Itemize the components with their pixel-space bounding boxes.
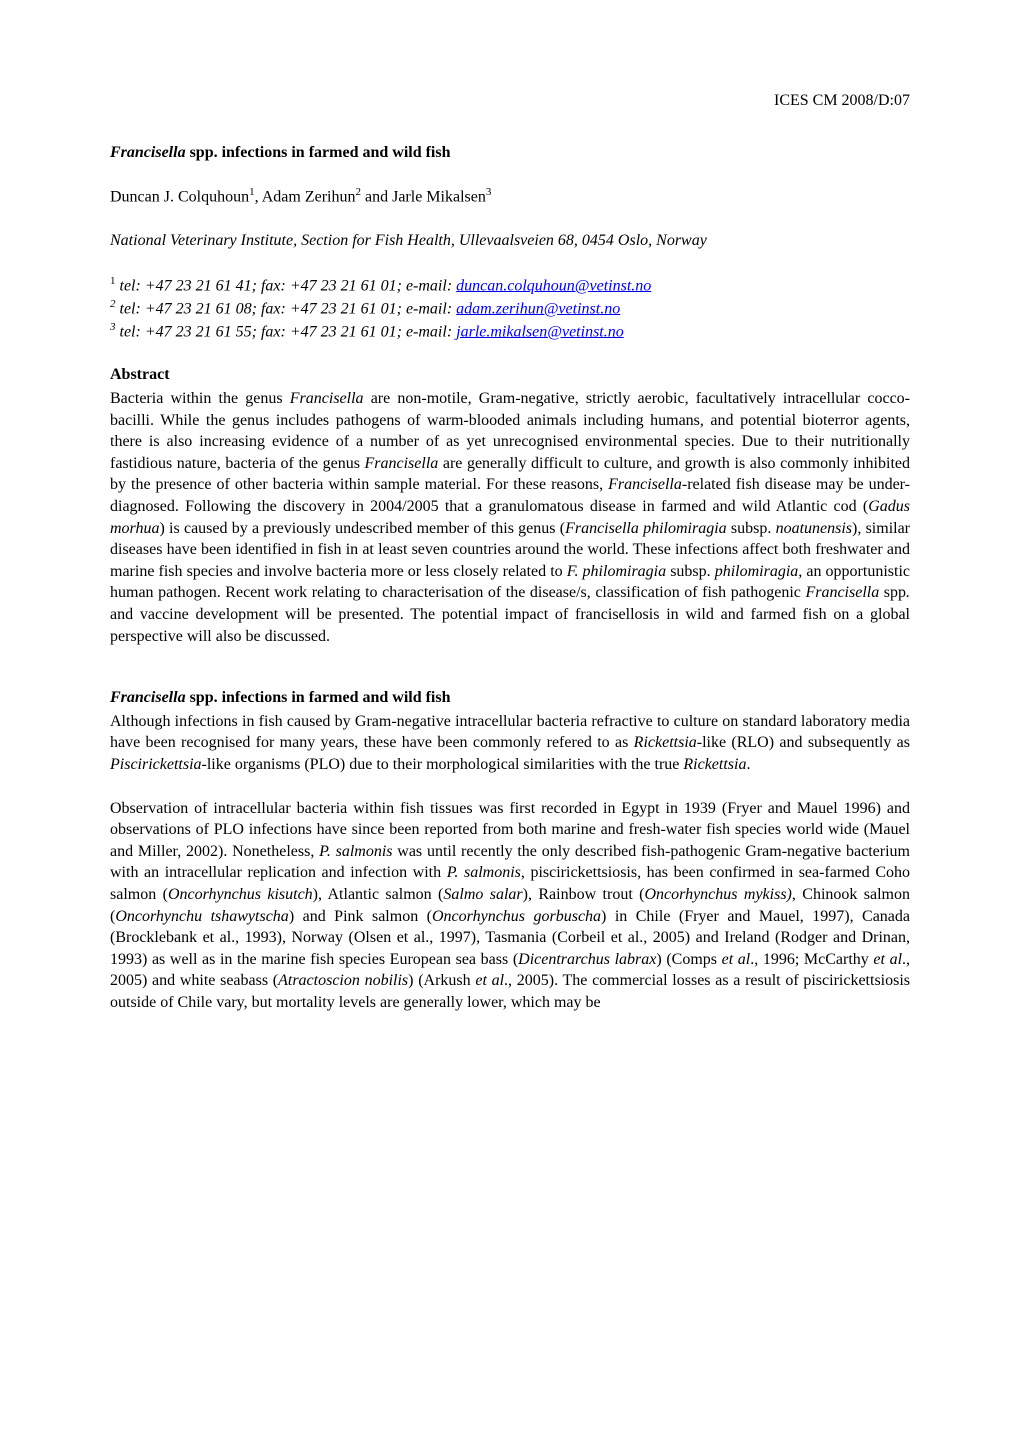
s2p2-t4: ), Atlantic salmon ( bbox=[313, 886, 444, 903]
abstract-text-1: Bacteria within the genus bbox=[110, 390, 290, 407]
abstract-italic-6: noatunensis bbox=[776, 520, 852, 537]
contacts: 1 tel: +47 23 21 61 41; fax: +47 23 21 6… bbox=[110, 274, 910, 343]
s2p2-t9: ) (Comps bbox=[656, 951, 721, 968]
s2p2-i11: Atractoscion nobilis bbox=[278, 972, 408, 989]
s2p2-i6: Oncorhynchu tshawytscha bbox=[115, 908, 288, 925]
abstract-text-6: subsp. bbox=[727, 520, 776, 537]
abstract-heading: Abstract bbox=[110, 364, 910, 386]
author-sep-1: , bbox=[255, 189, 262, 206]
affiliation: National Veterinary Institute, Section f… bbox=[110, 230, 910, 252]
s2p2-t10: ., 1996; McCarthy bbox=[750, 951, 873, 968]
contact-3: 3 tel: +47 23 21 61 55; fax: +47 23 21 6… bbox=[110, 320, 910, 343]
abstract-text-5: ) is caused by a previously undescribed … bbox=[160, 520, 566, 537]
s2p1-i2: Piscirickettsia bbox=[110, 756, 202, 773]
s2p2-i3: Oncorhynchus kisutch bbox=[168, 886, 313, 903]
author-3-name: Jarle Mikalsen bbox=[392, 189, 486, 206]
title-rest: spp. infections in farmed and wild fish bbox=[186, 144, 451, 161]
title: Francisella spp. infections in farmed an… bbox=[110, 142, 910, 164]
s2p2-i12: et al bbox=[475, 972, 504, 989]
abstract-italic-1: Francisella bbox=[290, 390, 364, 407]
title-italic: Francisella bbox=[110, 144, 186, 161]
abstract-paragraph: Bacteria within the genus Francisella ar… bbox=[110, 388, 910, 647]
author-3-sup: 3 bbox=[486, 186, 492, 198]
contact-3-link[interactable]: jarle.mikalsen@vetinst.no bbox=[456, 323, 624, 340]
s2p2-i5: Oncorhynchus mykiss) bbox=[644, 886, 791, 903]
contact-1-link[interactable]: duncan.colquhoun@vetinst.no bbox=[456, 277, 651, 294]
contact-2: 2 tel: +47 23 21 61 08; fax: +47 23 21 6… bbox=[110, 297, 910, 320]
s2p2-i7: Oncorhynchus gorbuscha bbox=[432, 908, 601, 925]
contact-1: 1 tel: +47 23 21 61 41; fax: +47 23 21 6… bbox=[110, 274, 910, 297]
contact-3-text: tel: +47 23 21 61 55; fax: +47 23 21 61 … bbox=[116, 323, 457, 340]
abstract-text-8: subsp. bbox=[666, 563, 715, 580]
abstract-text-10: spp bbox=[879, 584, 906, 601]
s2p2-i1: P. salmonis bbox=[319, 843, 392, 860]
s2p2-t5: ), Rainbow trout ( bbox=[523, 886, 645, 903]
s2p2-i4: Salmo salar bbox=[443, 886, 522, 903]
author-sep-2: and bbox=[361, 189, 392, 206]
section2-heading-rest: spp. infections in farmed and wild fish bbox=[186, 689, 451, 706]
abstract-italic-8: philomiragia, bbox=[715, 563, 803, 580]
s2p2-i2: P. salmonis bbox=[447, 864, 521, 881]
authors: Duncan J. Colquhoun1, Adam Zerihun2 and … bbox=[110, 185, 910, 208]
abstract-italic-10: . bbox=[906, 584, 910, 601]
contact-1-text: tel: +47 23 21 61 41; fax: +47 23 21 61 … bbox=[116, 277, 457, 294]
section2-paragraph-1: Although infections in fish caused by Gr… bbox=[110, 711, 910, 776]
s2p2-t7: ) and Pink salmon ( bbox=[289, 908, 432, 925]
section2-heading: Francisella spp. infections in farmed an… bbox=[110, 687, 910, 709]
s2p2-t12: ) (Arkush bbox=[408, 972, 475, 989]
section2-paragraph-2: Observation of intracellular bacteria wi… bbox=[110, 798, 910, 1014]
s2p1-i3: Rickettsia bbox=[683, 756, 746, 773]
s2p1-t3: -like organisms (PLO) due to their morph… bbox=[202, 756, 684, 773]
s2p1-i1: Rickettsia bbox=[634, 734, 697, 751]
contact-2-link[interactable]: adam.zerihun@vetinst.no bbox=[456, 300, 620, 317]
abstract-italic-3: Francisella bbox=[608, 476, 682, 493]
author-1-name: Duncan J. Colquhoun bbox=[110, 189, 249, 206]
s2p1-t2: -like (RLO) and subsequently as bbox=[697, 734, 910, 751]
abstract-italic-2: Francisella bbox=[365, 455, 439, 472]
contact-2-text: tel: +47 23 21 61 08; fax: +47 23 21 61 … bbox=[116, 300, 457, 317]
section2-heading-italic: Francisella bbox=[110, 689, 186, 706]
s2p2-i10: et al bbox=[873, 951, 902, 968]
abstract-italic-5: Francisella philomiragia bbox=[565, 520, 727, 537]
s2p2-i8: Dicentrarchus labrax bbox=[518, 951, 656, 968]
s2p2-i9: et al bbox=[722, 951, 751, 968]
s2p1-t4: . bbox=[746, 756, 750, 773]
abstract-italic-9: Francisella bbox=[805, 584, 879, 601]
author-2-name: Adam Zerihun bbox=[262, 189, 356, 206]
abstract-italic-7: F. philomiragia bbox=[567, 563, 666, 580]
abstract-text-11: and vaccine development will be presente… bbox=[110, 606, 910, 645]
document-id: ICES CM 2008/D:07 bbox=[110, 90, 910, 112]
